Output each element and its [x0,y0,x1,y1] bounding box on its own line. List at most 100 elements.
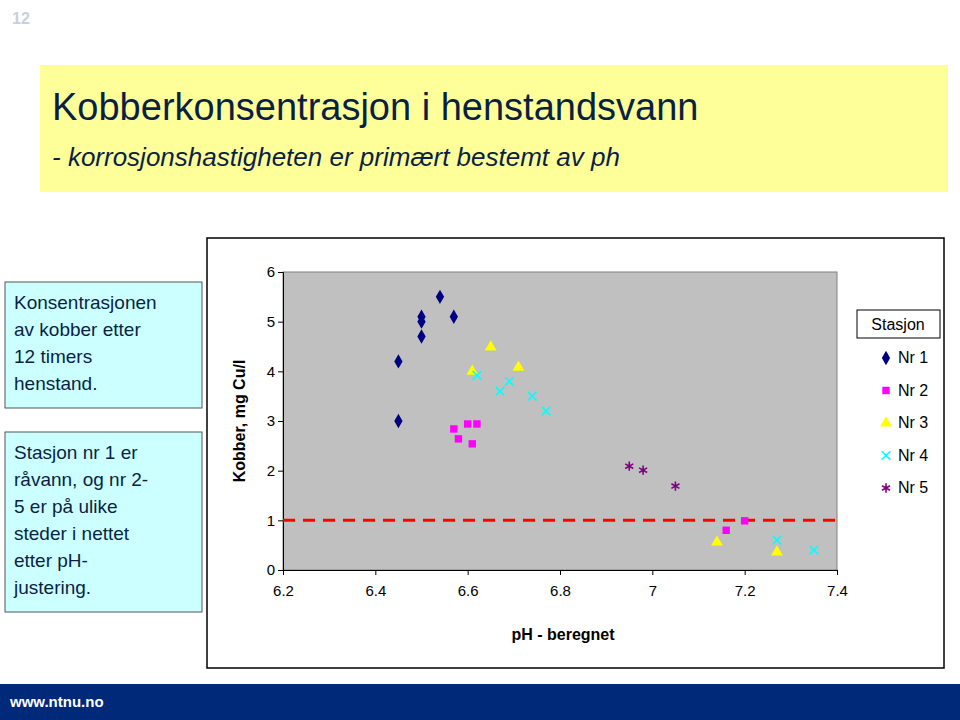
tick: 0 [267,561,283,578]
legend-marker [882,351,890,365]
annotation-text: 12 timers [14,346,92,367]
tick: 7 [649,570,657,599]
annotation-box [5,432,202,612]
title: Kobberkonsentrasjon i henstandsvann [52,86,698,128]
tick-mark [278,322,283,323]
point [671,481,679,490]
point [496,387,505,396]
tick-mark [278,471,283,472]
legend-marker [882,451,891,460]
legend: StasjonNr 1Nr 2Nr 3Nr 4Nr 5 [857,310,940,496]
tick: 6.8 [550,570,571,599]
point [450,425,457,432]
legend-label: Nr 2 [898,382,928,399]
annotation-text: av kobber etter [14,319,141,340]
tick-mark [278,421,283,422]
page-number: 12 [12,10,30,27]
point [466,365,478,375]
point [473,371,482,380]
tick: 6.6 [458,570,479,599]
y-axis-title: Kobber, mg Cu/l [231,360,248,483]
legend-label: Nr 4 [898,447,928,464]
tick-mark [468,570,469,575]
annotation-text: steder i nettet [14,523,130,544]
tick-label: 5 [267,313,275,330]
legend-marker [882,387,889,394]
tick-label: 6.4 [365,582,386,599]
tick: 7.4 [827,570,848,599]
tick-label: 6.8 [550,582,571,599]
tick-mark [560,570,561,575]
tick: 7.2 [735,570,756,599]
tick: 6 [267,263,283,280]
footer-bar [0,684,960,720]
tick-label: 7.2 [735,582,756,599]
point [455,435,462,442]
series [394,290,458,429]
tick-label: 6.2 [273,582,294,599]
tick-mark [745,570,746,575]
x-axis-title: pH - beregnet [511,626,615,643]
point [417,329,425,343]
x-axis: 6.2 6.4 6.6 6.8 7 7.2 7.4 [273,570,848,599]
annotation-text: Konsentrasjonen [14,292,157,313]
tick-mark [652,570,653,575]
legend-label: Nr 5 [898,479,928,496]
series [450,420,748,534]
slide: 12Kobberkonsentrasjon i henstandsvann- k… [0,0,960,720]
tick-mark [278,520,283,521]
tick-label: 6 [267,263,275,280]
annotation-text: Stasjon nr 1 er [14,442,138,463]
reference-line [283,519,837,522]
point [771,545,783,555]
tick-mark [278,570,283,571]
subtitle: - korrosjonshastigheten er primært beste… [52,142,620,172]
title-band [40,65,948,192]
point [485,340,497,350]
point [542,407,551,416]
annotation-text: 5 er på ulike [14,496,118,517]
tick-mark [278,371,283,372]
tick-mark [837,570,838,575]
tick-label: 4 [267,363,275,380]
legend-marker [882,483,890,492]
point [639,466,647,475]
tick-label: 3 [267,412,275,429]
annotation-text: henstand. [14,373,97,394]
tick-label: 7 [649,582,657,599]
footer-text: www.ntnu.no [9,693,104,710]
tick: 5 [267,313,283,330]
point [722,527,729,534]
point [711,535,723,545]
point [773,536,782,545]
point [625,462,633,471]
series [473,371,819,554]
tick-mark [375,570,376,575]
point [450,309,458,323]
tick-mark [278,272,283,273]
legend-title: Stasjon [871,316,924,333]
point [528,392,537,401]
annotation-text: råvann, og nr 2- [14,469,148,490]
y-axis: 0 1 2 3 4 5 6 [267,263,284,578]
annotation-text: etter pH- [14,550,88,571]
point [436,290,444,304]
tick: 4 [267,363,283,380]
legend-title-box [857,310,940,338]
series [466,340,782,555]
plot-area [283,272,837,570]
series [625,462,679,491]
tick-label: 6.6 [458,582,479,599]
tick-label: 2 [267,462,275,479]
tick-label: 7.4 [827,582,848,599]
legend-marker [880,416,892,426]
point [394,354,402,368]
annotation-box [5,282,202,408]
tick: 1 [267,512,283,529]
tick-label: 0 [267,561,275,578]
tick: 6.2 [273,570,294,599]
legend-label: Nr 1 [898,349,928,366]
axis-line [278,273,284,571]
point [417,309,425,323]
annotation-text: justering. [13,577,91,598]
